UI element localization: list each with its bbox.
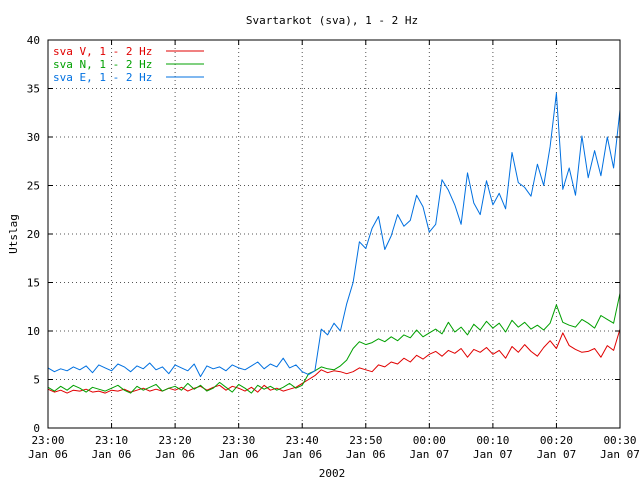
axis-ticks bbox=[47, 39, 621, 429]
y-axis-label: Utslag bbox=[7, 214, 20, 254]
x-tick-time-label: 23:50 bbox=[349, 434, 382, 447]
x-tick-date-label: Jan 07 bbox=[409, 448, 449, 461]
legend-label-3: sva E, 1 - 2 Hz bbox=[53, 71, 152, 84]
legend-label-1: sva V, 1 - 2 Hz bbox=[53, 45, 152, 58]
x-tick-time-label: 00:30 bbox=[603, 434, 636, 447]
x-tick-date-label: Jan 06 bbox=[282, 448, 322, 461]
x-tick-time-label: 23:00 bbox=[31, 434, 64, 447]
x-tick-time-label: 00:10 bbox=[476, 434, 509, 447]
x-tick-time-label: 23:20 bbox=[159, 434, 192, 447]
y-tick-label: 10 bbox=[27, 325, 40, 338]
legend-label-2: sva N, 1 - 2 Hz bbox=[53, 58, 152, 71]
x-tick-time-label: 00:00 bbox=[413, 434, 446, 447]
x-tick-date-label: Jan 06 bbox=[155, 448, 195, 461]
x-tick-time-label: 23:40 bbox=[286, 434, 319, 447]
x-axis-label: 2002 bbox=[319, 467, 346, 480]
series-line-3 bbox=[47, 92, 621, 378]
x-tick-date-label: Jan 06 bbox=[28, 448, 68, 461]
y-tick-label: 25 bbox=[27, 180, 40, 193]
x-tick-time-label: 23:30 bbox=[222, 434, 255, 447]
y-tick-label: 0 bbox=[33, 422, 40, 435]
x-tick-date-label: Jan 07 bbox=[473, 448, 513, 461]
x-tick-time-label: 23:10 bbox=[95, 434, 128, 447]
series-line-2 bbox=[47, 293, 621, 394]
chart-title: Svartarkot (sva), 1 - 2 Hz bbox=[246, 14, 418, 27]
y-tick-label: 30 bbox=[27, 131, 40, 144]
y-tick-label: 35 bbox=[27, 83, 40, 96]
x-tick-time-label: 00:20 bbox=[540, 434, 573, 447]
y-tick-label: 15 bbox=[27, 277, 40, 290]
series-line-1 bbox=[47, 328, 621, 394]
y-tick-label: 20 bbox=[27, 228, 40, 241]
series-lines bbox=[47, 92, 621, 394]
x-tick-date-label: Jan 06 bbox=[219, 448, 259, 461]
x-tick-date-label: Jan 07 bbox=[600, 448, 640, 461]
x-tick-date-label: Jan 07 bbox=[537, 448, 577, 461]
x-tick-date-label: Jan 06 bbox=[346, 448, 386, 461]
grid-lines bbox=[48, 40, 620, 428]
y-tick-label: 40 bbox=[27, 34, 40, 47]
y-tick-label: 5 bbox=[33, 374, 40, 387]
x-tick-date-label: Jan 06 bbox=[92, 448, 132, 461]
